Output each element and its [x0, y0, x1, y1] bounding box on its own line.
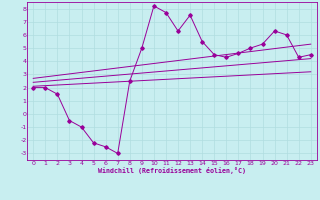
X-axis label: Windchill (Refroidissement éolien,°C): Windchill (Refroidissement éolien,°C): [98, 167, 246, 174]
